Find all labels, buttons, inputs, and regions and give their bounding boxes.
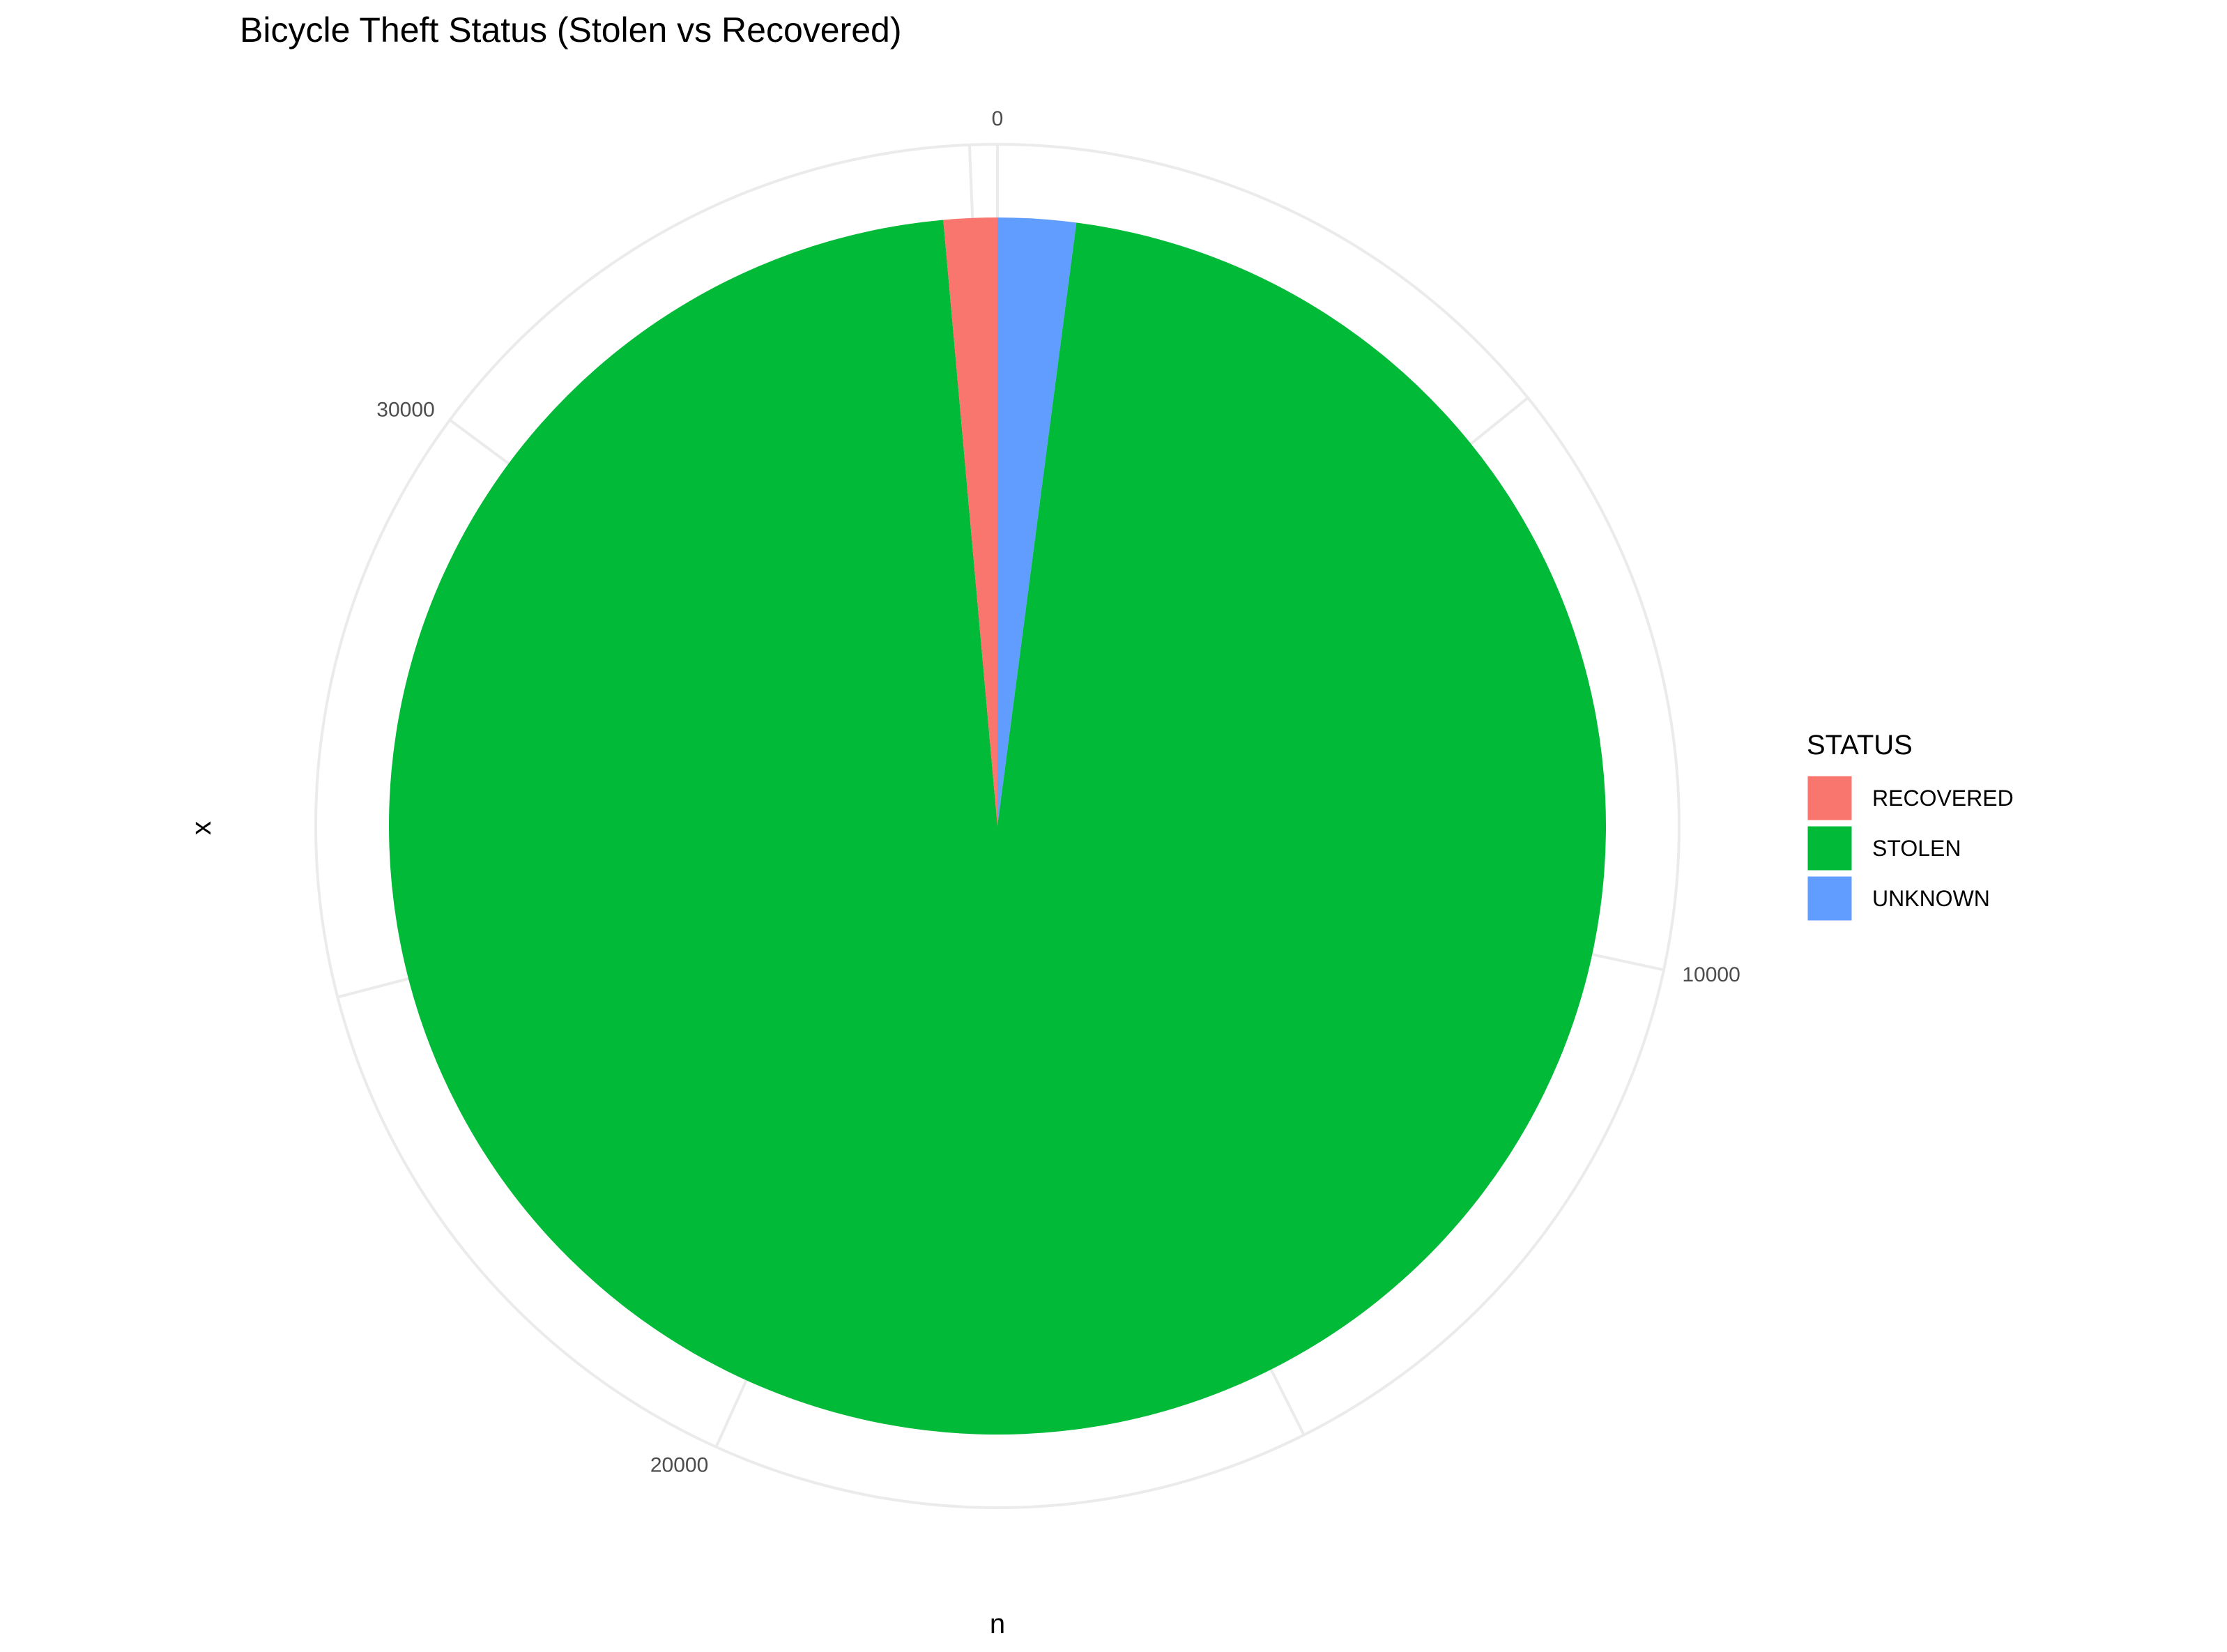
y-axis-title: x [186, 821, 217, 835]
legend-title: STATUS [1807, 730, 1913, 760]
legend: STATUS RECOVERED STOLEN UNKNOWN [1805, 730, 2014, 923]
pie-slice-unknown [997, 217, 1077, 826]
angular-tick-labels: 0 10000 20000 30000 [376, 107, 1740, 1476]
legend-key-stolen [1805, 824, 1854, 873]
angular-tick-label: 0 [992, 107, 1004, 130]
legend-label-recovered: RECOVERED [1872, 786, 2014, 811]
legend-label-stolen: STOLEN [1872, 836, 1961, 861]
pie-slice-stolen [389, 220, 1606, 1435]
pie-slice-recovered [943, 217, 997, 826]
x-axis-title: n [990, 1609, 1005, 1639]
angular-tick-label: 30000 [376, 398, 434, 421]
legend-label-unknown: UNKNOWN [1872, 886, 1990, 911]
pie-slices [389, 217, 1606, 1435]
angular-tick-label: 10000 [1682, 963, 1740, 986]
angular-tick-label: 20000 [650, 1453, 708, 1476]
chart-title: Bicycle Theft Status (Stolen vs Recovere… [240, 10, 902, 49]
legend-key-unknown [1805, 874, 1854, 923]
legend-key-recovered [1805, 774, 1854, 823]
